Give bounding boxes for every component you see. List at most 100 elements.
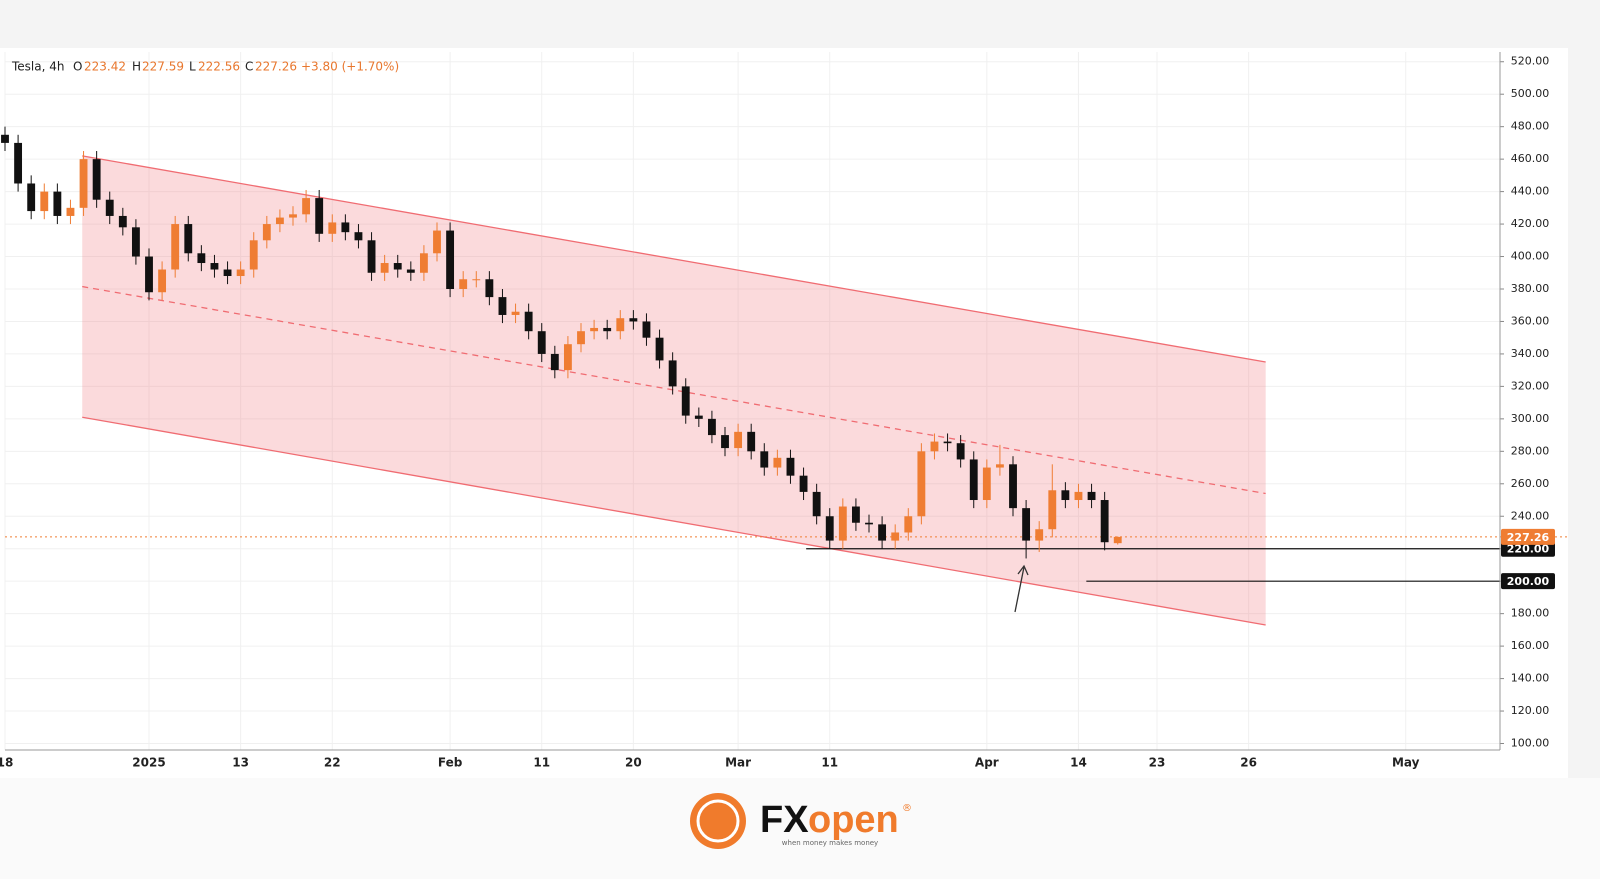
x-tick-label: 14: [1070, 756, 1087, 770]
y-tick-label: 340.00: [1511, 347, 1550, 360]
candle-body: [472, 279, 481, 281]
candle-body: [786, 457, 795, 476]
y-tick-label: 180.00: [1511, 607, 1550, 620]
candle-body: [668, 360, 677, 387]
x-tick-label: Mar: [725, 756, 751, 770]
candle-body: [1048, 490, 1057, 530]
candle-body: [393, 263, 402, 270]
candle-body: [904, 516, 913, 533]
candle-body: [341, 222, 350, 233]
candle-body: [92, 159, 101, 200]
channel-fill: [82, 155, 1266, 626]
price-tag-box: [1501, 528, 1555, 545]
candle-body: [171, 224, 180, 270]
price-tag-label: 227.26: [1507, 531, 1550, 544]
y-tick-label: 300.00: [1511, 412, 1550, 425]
candle-body: [603, 327, 612, 332]
tagline: when money makes money: [782, 839, 878, 847]
candle-body: [537, 331, 546, 354]
candle-body: [236, 269, 245, 277]
logo-ring: [696, 799, 740, 843]
level-tag-label: 220.00: [1507, 543, 1550, 556]
candle-body: [629, 318, 638, 322]
y-tick-label: 440.00: [1511, 185, 1550, 198]
candle-body: [1022, 508, 1031, 541]
candle-body: [1009, 464, 1017, 509]
candle-body: [524, 311, 533, 332]
candle-body: [210, 263, 219, 270]
x-tick-label: Feb: [438, 756, 463, 770]
candle-body: [851, 506, 860, 523]
o-label: O: [73, 60, 82, 74]
candle-body: [419, 253, 428, 273]
plot: 100.00 120.00 140.00 160.00 180.00 200.00 220.…: [0, 52, 1568, 770]
candle-body: [773, 457, 782, 468]
candle-body: [433, 230, 441, 254]
candle-body: [734, 431, 743, 449]
candle-body: [799, 475, 808, 492]
candle-body: [27, 183, 36, 212]
candle-body: [982, 467, 991, 501]
symbol: Tesla, 4h: [11, 60, 64, 74]
y-tick-label: 360.00: [1511, 314, 1550, 327]
candle-body: [1074, 491, 1083, 501]
c-value: 227.26: [255, 60, 297, 74]
candle-body: [14, 142, 23, 184]
channel-middle: [82, 285, 1266, 495]
candle-body: [1113, 536, 1122, 544]
candle-body: [577, 331, 585, 345]
x-tick-label: Apr: [975, 756, 999, 770]
candle-body: [812, 491, 821, 517]
x-tick-label: 11: [533, 756, 550, 770]
candle-body: [197, 253, 206, 264]
channel-upper: [82, 155, 1266, 363]
candle-body: [498, 297, 507, 315]
y-tick-label: 460.00: [1511, 152, 1550, 165]
candle-body: [328, 222, 337, 234]
candle-body: [969, 459, 978, 501]
arrow-head: [1017, 564, 1029, 576]
candle-body: [40, 191, 49, 212]
y-tick-label: 480.00: [1511, 120, 1550, 133]
candle-body: [354, 232, 363, 241]
chart-panel: [0, 48, 1568, 778]
candle-body: [694, 415, 703, 419]
candle-body: [446, 230, 455, 289]
candle-body: [878, 524, 887, 541]
candle-body: [158, 269, 167, 293]
candle-body: [1061, 490, 1070, 501]
candle-body: [105, 199, 114, 216]
candle-body: [66, 207, 75, 216]
arrow-shaft: [1014, 566, 1025, 613]
candle-body: [681, 386, 690, 416]
brand-fx: FX: [760, 799, 809, 841]
top-band: [0, 0, 1600, 48]
candle-body: [563, 344, 572, 371]
candle-body: [891, 532, 900, 541]
candle-body: [1087, 491, 1096, 501]
candle-body: [1, 134, 9, 143]
x-tick-label: 13: [232, 756, 249, 770]
footer-logo: FX open ® when money makes money: [690, 793, 912, 849]
candle-body: [485, 279, 494, 298]
candle-body: [1100, 500, 1109, 543]
o-value: 223.42: [84, 60, 126, 74]
x-tick-label: 23: [1149, 756, 1166, 770]
candle-body: [145, 256, 153, 293]
candle-body: [838, 506, 847, 541]
change: +3.80 (+1.70%): [301, 60, 399, 74]
candle-body: [459, 279, 468, 289]
y-tick-label: 500.00: [1511, 87, 1550, 100]
l-value: 222.56: [198, 60, 240, 74]
x-tick-label: 11: [821, 756, 838, 770]
y-tick-label: 400.00: [1511, 250, 1550, 263]
candle-body: [289, 214, 297, 218]
y-tick-label: 240.00: [1511, 509, 1550, 522]
candle-body: [655, 337, 664, 361]
candle-body: [223, 269, 232, 277]
x-tick-label: 20: [625, 756, 642, 770]
brand-open: open: [808, 799, 899, 841]
y-tick-label: 420.00: [1511, 217, 1550, 230]
candle-body: [550, 353, 559, 371]
